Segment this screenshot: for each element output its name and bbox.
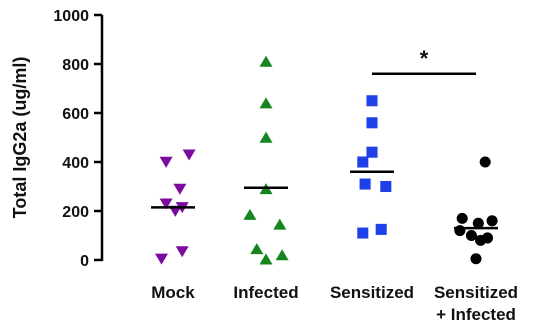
data-point-triangle-up <box>273 218 287 230</box>
data-point-triangle-up <box>259 97 273 109</box>
data-point-square <box>359 178 371 190</box>
data-point-circle <box>475 234 487 246</box>
x-category-label: Infected <box>233 283 298 302</box>
data-point-circle <box>472 217 484 229</box>
data-point-circle <box>486 215 498 227</box>
data-point-triangle-down <box>182 149 196 161</box>
data-point-square <box>366 117 378 129</box>
data-point-square <box>366 95 378 107</box>
data-point-triangle-down <box>159 198 173 210</box>
data-point-square <box>375 223 387 235</box>
data-point-circle <box>456 212 468 224</box>
data-point-circle <box>454 225 466 237</box>
data-point-square <box>357 156 369 168</box>
data-point-square <box>380 180 392 193</box>
data-point-circle <box>479 156 491 168</box>
data-point-circle <box>465 229 477 242</box>
y-tick-label: 800 <box>62 57 89 74</box>
data-point-triangle-down <box>173 183 187 195</box>
y-tick-label: 0 <box>80 253 89 270</box>
data-point-square <box>357 227 369 239</box>
data-point-triangle-up <box>275 249 289 261</box>
x-category-label: Mock <box>151 283 195 302</box>
data-point-triangle-up <box>259 131 273 143</box>
y-tick-label: 200 <box>62 204 89 221</box>
data-point-circle <box>470 253 482 265</box>
data-point-triangle-down <box>159 156 173 168</box>
data-point-triangle-up <box>259 253 273 265</box>
plot-area: 0 200 400 600 800 1000 Total IgG2a (ug/ml) Mock… <box>10 8 518 324</box>
data-point-triangle-up <box>250 243 264 255</box>
x-category-label: Sensitized <box>330 283 414 302</box>
data-point-triangle-down <box>175 246 189 258</box>
data-point-triangle-down <box>155 253 168 265</box>
x-category-label-line2: + Infected <box>436 305 516 324</box>
significance-marker: * <box>420 46 429 71</box>
data-point-triangle-up <box>259 55 273 67</box>
y-axis-title: Total IgG2a (ug/ml) <box>10 57 30 219</box>
x-category-label: Sensitized <box>434 283 518 302</box>
y-tick-label: 400 <box>62 155 89 172</box>
y-tick-label: 600 <box>62 106 89 123</box>
y-tick-label: 1000 <box>53 8 89 25</box>
data-point-square <box>366 146 378 158</box>
data-point-triangle-up <box>243 208 257 220</box>
